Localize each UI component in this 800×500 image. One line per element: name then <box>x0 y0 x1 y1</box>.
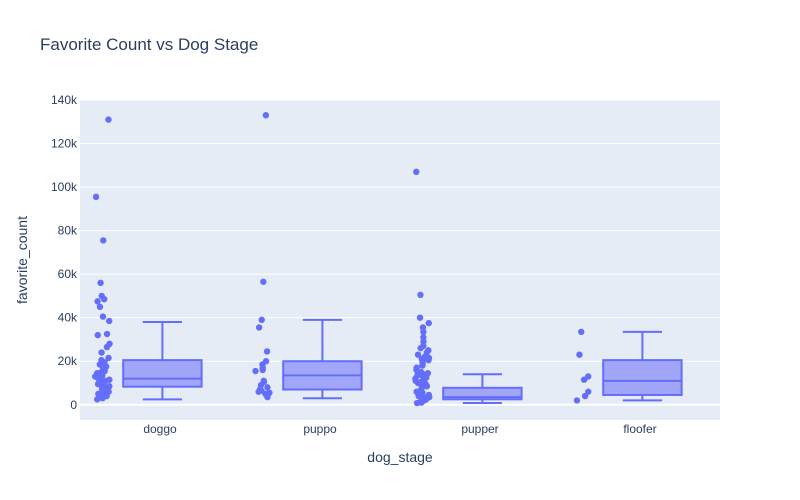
y-tick-label: 80k <box>58 224 78 238</box>
data-point <box>255 324 263 331</box>
data-point <box>576 351 583 358</box>
data-point <box>96 303 104 311</box>
x-axis-title: dog_stage <box>367 449 433 465</box>
data-point <box>415 392 422 400</box>
data-point <box>103 330 111 338</box>
x-tick-label: pupper <box>461 422 498 436</box>
data-point <box>420 328 427 336</box>
data-point <box>425 319 432 327</box>
y-gridlines <box>80 99 720 406</box>
data-point <box>262 112 270 119</box>
y-tick-label: 20k <box>58 354 78 368</box>
x-tick-label: doggo <box>143 422 177 436</box>
data-point <box>414 351 422 358</box>
data-point <box>255 388 262 395</box>
data-point <box>423 383 431 390</box>
data-point <box>414 379 422 387</box>
data-point <box>105 317 113 325</box>
y-tick-label: 120k <box>51 137 78 151</box>
y-tick-label: 60k <box>58 267 78 281</box>
data-point <box>94 380 102 388</box>
data-point <box>105 116 112 123</box>
data-point <box>98 349 105 356</box>
data-point <box>94 298 101 305</box>
y-tick-label: 140k <box>51 93 78 107</box>
data-point <box>581 392 589 400</box>
x-tick-labels: doggo puppo pupper floofer <box>143 422 656 436</box>
data-point <box>252 367 259 375</box>
data-point <box>573 397 581 404</box>
box-puppo <box>252 112 363 401</box>
data-point <box>258 316 265 324</box>
data-point <box>259 366 266 374</box>
data-point <box>417 344 424 352</box>
data-point <box>413 168 420 176</box>
y-tick-label: 0 <box>70 398 77 412</box>
data-point <box>94 331 101 339</box>
data-point <box>419 362 426 369</box>
data-point <box>105 354 112 362</box>
data-point <box>413 399 421 407</box>
y-axis-title: favorite_count <box>14 216 30 304</box>
data-point <box>99 313 107 320</box>
data-point <box>96 361 104 368</box>
data-point <box>263 348 271 355</box>
y-tick-label: 100k <box>51 180 78 194</box>
data-point <box>101 295 108 303</box>
data-point <box>416 314 424 321</box>
data-point <box>264 384 271 391</box>
data-point <box>580 376 588 383</box>
data-point <box>94 396 101 403</box>
y-tick-label: 40k <box>58 311 78 325</box>
data-point <box>264 393 271 401</box>
data-point <box>97 279 104 287</box>
data-point <box>100 237 107 244</box>
data-point <box>578 328 585 336</box>
data-point <box>92 193 100 201</box>
box-iqr <box>602 359 683 396</box>
chart-title: Favorite Count vs Dog Stage <box>40 35 258 54</box>
x-tick-label: floofer <box>623 422 656 436</box>
box-doggo <box>92 116 203 403</box>
x-tick-label: puppo <box>303 422 337 436</box>
data-point <box>425 356 432 364</box>
data-point <box>417 291 424 299</box>
box-pupper <box>412 168 523 407</box>
data-point <box>99 395 106 402</box>
box-iqr <box>122 359 203 388</box>
y-tick-labels: 0 20k 40k 60k 80k 100k 120k 140k <box>51 93 78 412</box>
box-floofer <box>573 328 683 404</box>
data-point <box>103 343 111 351</box>
box-series <box>92 112 683 407</box>
data-point <box>260 278 267 285</box>
box-iqr <box>442 386 523 401</box>
